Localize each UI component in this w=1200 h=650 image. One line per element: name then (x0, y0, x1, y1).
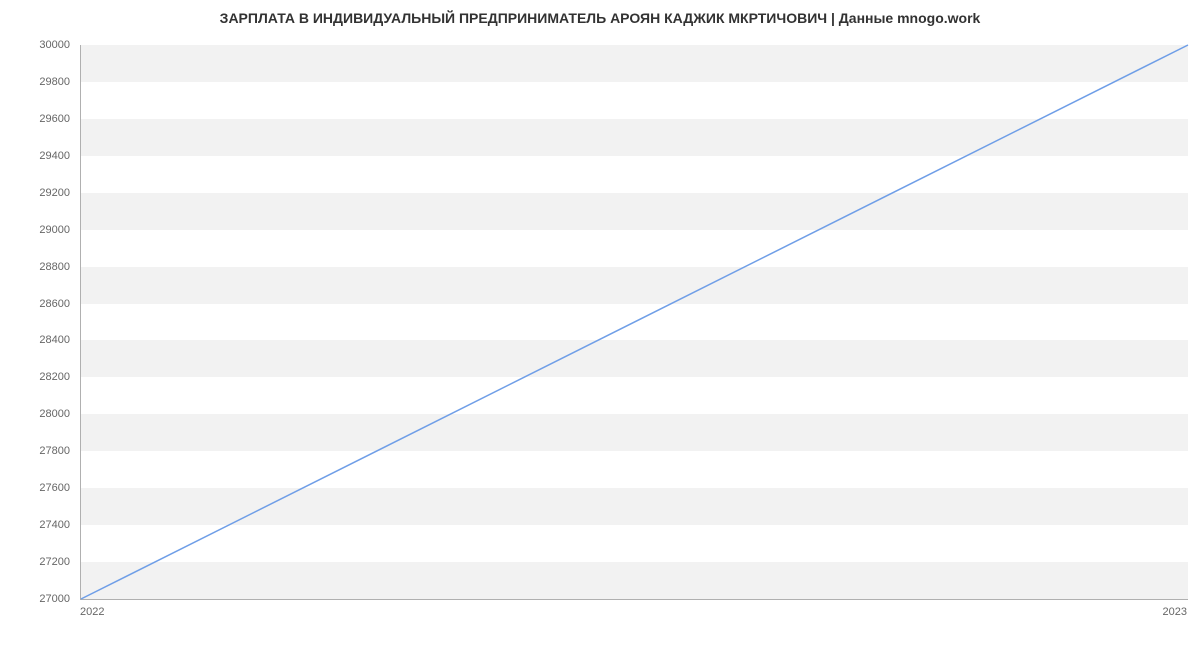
y-tick-label: 27600 (10, 482, 70, 494)
x-tick-label: 2023 (1163, 606, 1187, 618)
y-tick-label: 27800 (10, 445, 70, 457)
y-tick-label: 28400 (10, 334, 70, 346)
y-tick-label: 29400 (10, 150, 70, 162)
data-line (81, 45, 1188, 599)
y-tick-label: 28800 (10, 261, 70, 273)
y-tick-label: 27400 (10, 519, 70, 531)
y-tick-label: 28000 (10, 408, 70, 420)
y-tick-label: 27200 (10, 556, 70, 568)
y-tick-label: 28600 (10, 298, 70, 310)
y-tick-label: 27000 (10, 593, 70, 605)
y-tick-label: 29200 (10, 187, 70, 199)
y-tick-label: 29000 (10, 224, 70, 236)
y-tick-label: 29600 (10, 113, 70, 125)
y-tick-label: 29800 (10, 76, 70, 88)
x-tick-label: 2022 (80, 606, 104, 618)
y-tick-label: 30000 (10, 39, 70, 51)
salary-chart: ЗАРПЛАТА В ИНДИВИДУАЛЬНЫЙ ПРЕДПРИНИМАТЕЛ… (0, 0, 1200, 650)
y-tick-label: 28200 (10, 371, 70, 383)
plot-area (80, 45, 1188, 600)
chart-title: ЗАРПЛАТА В ИНДИВИДУАЛЬНЫЙ ПРЕДПРИНИМАТЕЛ… (0, 10, 1200, 26)
